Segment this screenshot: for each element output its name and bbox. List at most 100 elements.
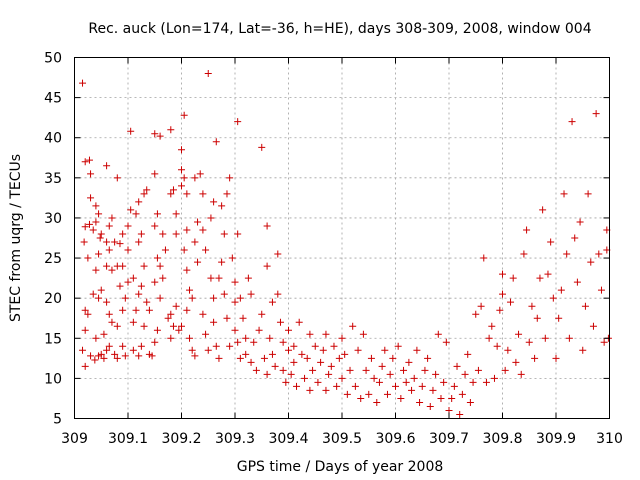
data-point [135,198,143,206]
data-point [207,274,215,282]
data-point [153,210,161,218]
data-point [97,230,105,238]
data-point [276,318,284,326]
data-point [143,186,151,194]
data-point [215,274,223,282]
data-point [202,330,210,338]
data-point [105,342,113,350]
data-point [325,370,333,378]
data-point [175,326,183,334]
data-point [79,79,87,87]
data-point [234,338,242,346]
data-point [223,190,231,198]
data-point [169,186,177,194]
data-point [515,330,523,338]
data-point [87,194,95,202]
data-point [178,182,185,190]
data-point [108,266,116,274]
data-point [186,334,194,342]
data-point [87,170,95,178]
data-point [400,366,408,374]
data-point [95,210,103,218]
data-point [413,346,421,354]
data-point [103,346,111,354]
data-point [456,410,464,418]
data-point [279,366,287,374]
data-point [156,132,164,140]
data-point [474,366,482,374]
data-point [148,352,156,360]
data-point [194,218,202,226]
data-point [218,258,226,266]
data-point [464,350,472,358]
data-point [285,346,292,354]
data-point [477,302,485,310]
data-point [544,270,552,278]
data-point [212,138,220,146]
data-point [89,290,97,298]
data-point [279,338,287,346]
data-point [85,220,93,228]
data-point [258,143,266,151]
x-tick-label: 309.2 [161,431,201,447]
data-point [183,306,191,314]
data-point [525,338,533,346]
data-point [517,370,525,378]
data-point [127,206,135,214]
x-axis-title: GPS time / Days of year 2008 [237,459,444,475]
data-point [116,240,124,248]
data-point [520,250,528,258]
data-point [442,338,450,346]
data-point [119,306,127,314]
data-point [129,346,137,354]
data-point [322,386,330,394]
data-point [440,378,448,386]
data-point [145,306,153,314]
y-tick-label: 20 [44,291,62,307]
data-point [103,298,111,306]
data-point [397,394,405,402]
y-tick-label: 25 [44,251,62,267]
data-point [539,206,547,214]
y-tick-label: 40 [44,131,62,147]
x-tick-label: 309.5 [322,431,362,447]
data-point [231,278,239,286]
y-tick-label: 45 [44,91,62,107]
data-point [153,326,161,334]
data-point [512,358,520,366]
data-point [434,330,442,338]
data-point [239,314,247,322]
data-point [260,354,268,362]
data-point [293,382,301,390]
y-tick-label: 10 [44,371,62,387]
data-point [215,354,223,362]
data-point [587,258,595,266]
data-point [327,362,335,370]
data-point [100,330,108,338]
data-point [290,358,298,366]
data-point [151,170,159,178]
data-point [301,374,309,382]
data-point [92,218,100,226]
data-point [210,318,218,326]
data-point [121,294,129,302]
data-point [119,262,127,270]
data-point [210,198,218,206]
data-point [151,338,159,346]
data-point [178,146,185,154]
data-point [151,130,159,138]
data-point [410,374,418,382]
y-tick-label: 35 [44,171,62,187]
data-point [100,354,108,362]
data-point [167,310,175,318]
grid [74,57,610,419]
data-point [298,350,306,358]
data-point [555,314,563,322]
data-point [450,382,458,390]
data-point [584,190,592,198]
data-point [151,222,159,230]
data-point [295,318,303,326]
data-point [488,322,496,330]
data-point [335,354,343,362]
data-point [81,326,89,334]
